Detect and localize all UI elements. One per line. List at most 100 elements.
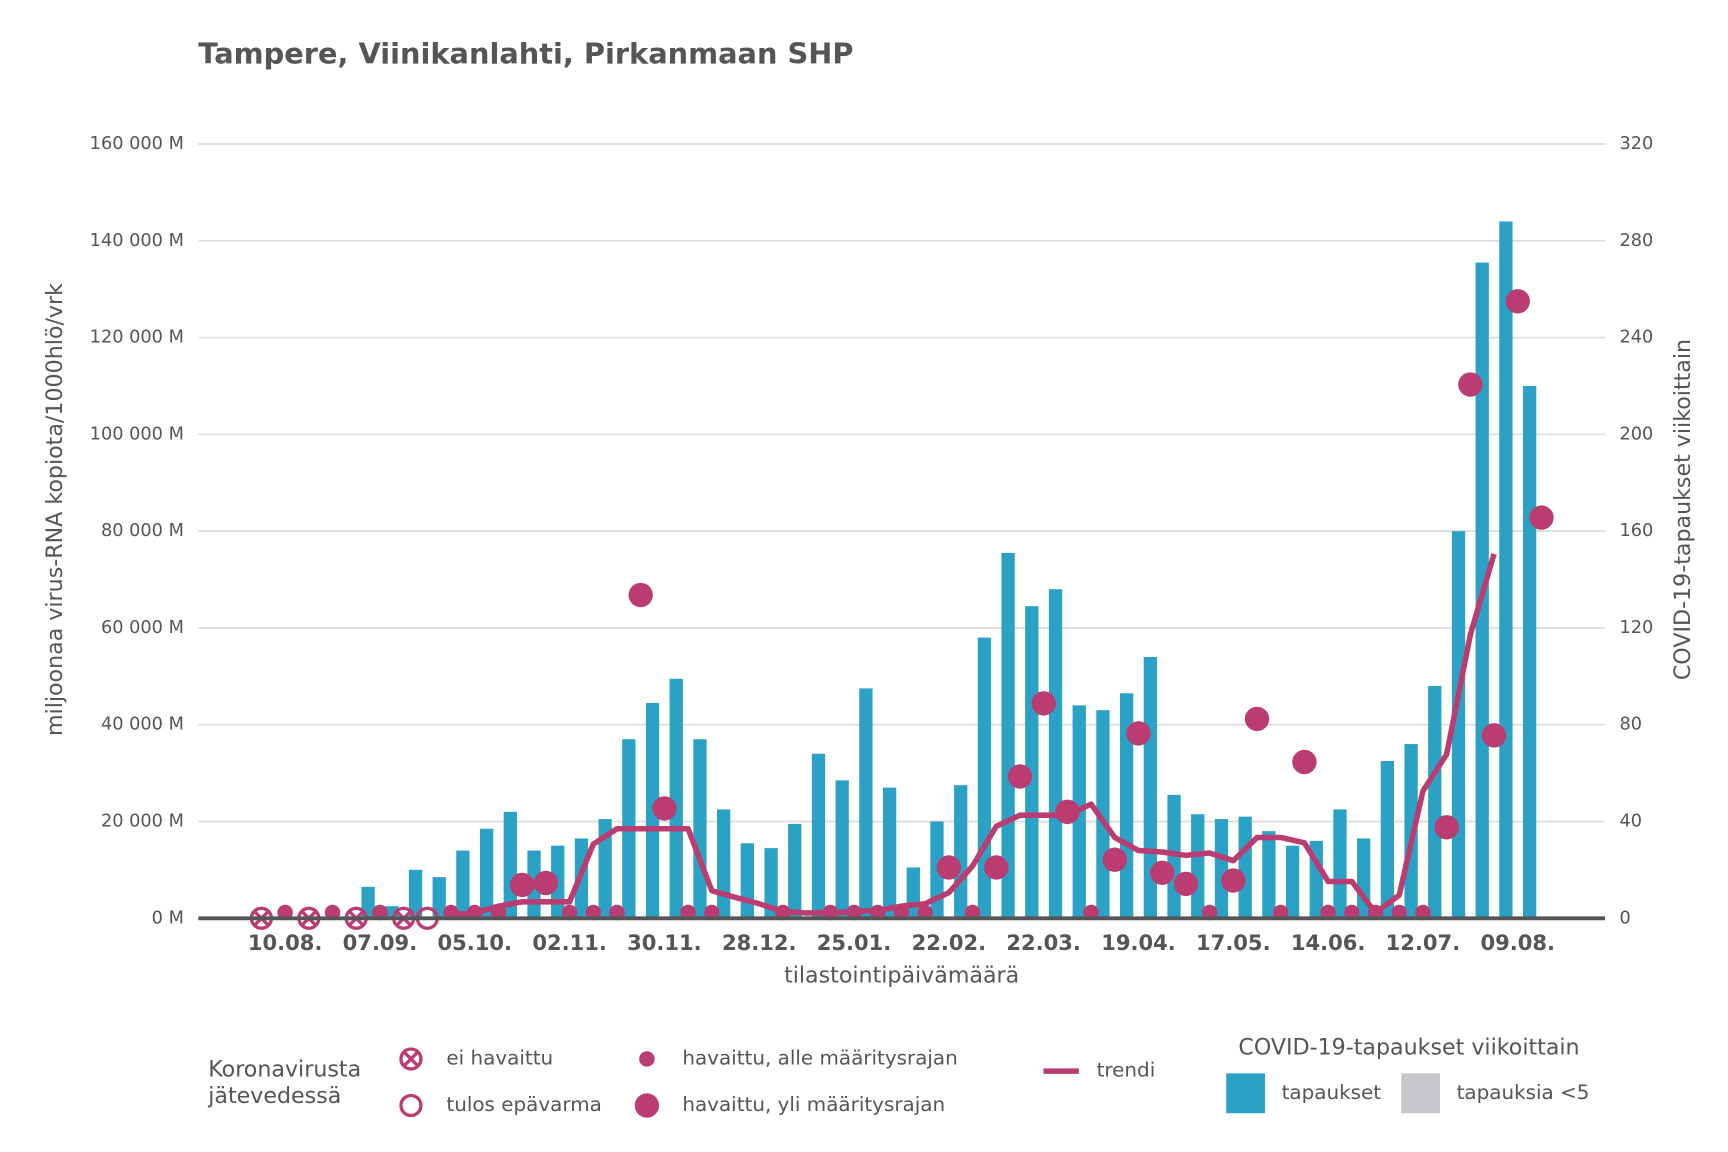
- bar: [788, 823, 802, 919]
- legend-title: COVID-19-tapaukset viikoittain: [1238, 1034, 1579, 1060]
- bar: [408, 869, 423, 919]
- data-point: [1055, 799, 1080, 824]
- bar: [1048, 589, 1063, 919]
- legend-swatch: [1401, 1073, 1440, 1114]
- legend-title: jätevedessä: [207, 1083, 341, 1109]
- y-tick-label: 140 000 M: [90, 231, 184, 251]
- y2-tick-label: 0: [1619, 908, 1630, 928]
- y2-tick-label: 280: [1619, 231, 1653, 251]
- y-tick-label: 60 000 M: [101, 618, 184, 638]
- data-point: [628, 582, 653, 608]
- bar: [479, 828, 494, 919]
- data-point: [1173, 871, 1199, 897]
- bar: [1285, 845, 1300, 919]
- y-tick-label: 160 000 M: [90, 134, 184, 154]
- y-tick-label: 120 000 M: [90, 328, 184, 348]
- bar: [1262, 831, 1276, 919]
- y2-tick-label: 40: [1619, 811, 1642, 831]
- y-tick-label: 100 000 M: [90, 424, 184, 444]
- marker-part: [399, 1047, 423, 1071]
- bar: [1499, 221, 1513, 919]
- y2-tick-label: 240: [1619, 328, 1653, 348]
- legend-swatch: [399, 1093, 423, 1118]
- data-point: [1126, 721, 1151, 746]
- y2-tick-label: 160: [1619, 521, 1653, 541]
- data-point: [1292, 749, 1317, 775]
- bar: [859, 688, 873, 919]
- y-axis-label: miljoonaa virus-RNA kopiota/1000hlö/vrk: [42, 283, 68, 736]
- x-tick-label: 17.05.: [1196, 930, 1271, 955]
- legend-label: trendi: [1097, 1059, 1156, 1082]
- data-point: [1458, 372, 1483, 397]
- x-tick-label: 09.08.: [1481, 930, 1556, 955]
- y-tick-label: 20 000 M: [101, 811, 184, 831]
- y2-tick-label: 80: [1619, 715, 1642, 735]
- legend-title: Koronavirusta: [208, 1057, 361, 1083]
- bar: [717, 809, 731, 919]
- x-tick-label: 28.12.: [722, 930, 797, 955]
- legend-label: tapauksia <5: [1457, 1081, 1590, 1104]
- bar: [598, 819, 612, 919]
- data-point: [1031, 691, 1056, 716]
- bar: [811, 753, 826, 919]
- legend-label: havaittu, alle määritysrajan: [682, 1046, 957, 1069]
- data-point: [1244, 706, 1270, 732]
- bar: [1380, 761, 1395, 919]
- data-point: [652, 796, 677, 821]
- legend-label: tulos epävarma: [446, 1093, 601, 1116]
- data-point: [1221, 868, 1246, 893]
- bar: [954, 785, 968, 919]
- legend-swatch: [639, 1051, 655, 1067]
- legend-label: havaittu, yli määritysrajan: [682, 1093, 945, 1116]
- marker-part: [402, 1050, 420, 1068]
- bar: [740, 843, 755, 919]
- bar: [882, 787, 897, 919]
- bar: [432, 877, 446, 919]
- x-tick-label: 25.01.: [817, 930, 892, 955]
- trend-line: [450, 553, 1497, 918]
- legend-label: tapaukset: [1282, 1081, 1382, 1104]
- data-point: [1150, 860, 1175, 885]
- x-tick-label: 14.06.: [1291, 930, 1366, 955]
- y2-tick-label: 200: [1619, 424, 1653, 444]
- data-point: [1529, 505, 1554, 530]
- data-point: [1007, 764, 1033, 789]
- y-tick-label: 80 000 M: [101, 521, 184, 541]
- x-tick-label: 22.03.: [1006, 930, 1081, 955]
- bar: [764, 848, 778, 919]
- data-point: [1505, 289, 1530, 314]
- legend-label: ei havaittu: [446, 1046, 553, 1069]
- data-point: [936, 855, 962, 880]
- data-point: [1434, 815, 1459, 840]
- x-tick-label: 19.04.: [1101, 930, 1176, 955]
- y-tick-label: 40 000 M: [101, 715, 184, 735]
- x-axis-label: tilastointipäivämäärä: [784, 962, 1019, 988]
- bar: [1214, 819, 1229, 919]
- data-point: [1481, 723, 1507, 748]
- x-tick-label: 30.11.: [627, 930, 702, 955]
- bar: [1025, 606, 1039, 919]
- y-tick-label: 0 M: [152, 908, 184, 928]
- data-point: [984, 855, 1009, 880]
- bar: [456, 850, 470, 919]
- y2-axis-label: COVID-19-tapaukset viikoittain: [1670, 339, 1696, 680]
- x-tick-label: 07.09.: [343, 930, 418, 955]
- y2-tick-label: 320: [1619, 134, 1653, 154]
- x-tick-label: 05.10.: [437, 930, 512, 955]
- x-tick-label: 12.07.: [1386, 930, 1461, 955]
- bar: [1522, 385, 1537, 919]
- legend-swatch: [399, 1047, 423, 1071]
- bar: [693, 739, 707, 919]
- chart-title: Tampere, Viinikanlahti, Pirkanmaan SHP: [198, 36, 853, 70]
- bar: [669, 678, 683, 919]
- x-tick-label: 10.08.: [248, 930, 323, 955]
- bar: [1001, 552, 1015, 919]
- legend-swatch: [1226, 1073, 1265, 1114]
- data-point: [533, 870, 559, 896]
- y2-tick-label: 120: [1619, 618, 1653, 638]
- bar: [1191, 814, 1205, 919]
- x-tick-label: 22.02.: [912, 930, 987, 955]
- legend-swatch: [634, 1093, 660, 1118]
